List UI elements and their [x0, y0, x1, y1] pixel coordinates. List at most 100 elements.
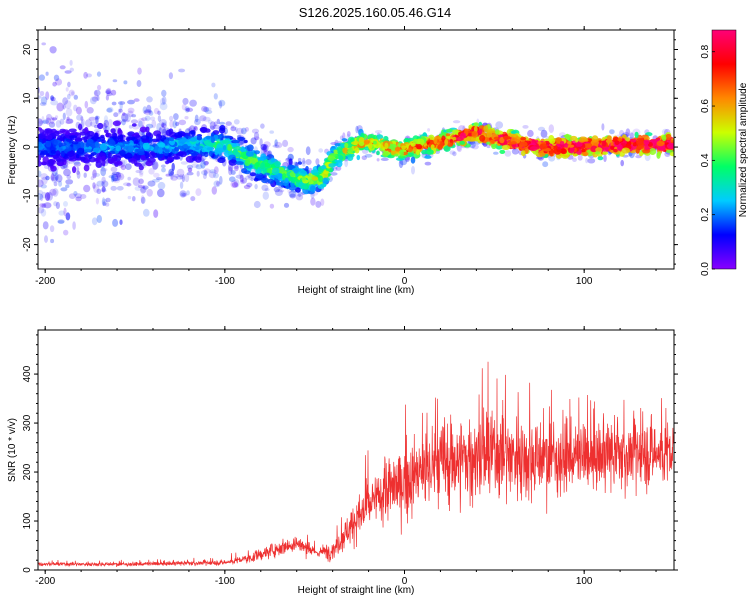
spectrogram-cell	[407, 152, 414, 157]
spectrogram-cell	[202, 173, 207, 180]
spectrogram-frame	[37, 29, 675, 270]
spectrogram-cell	[130, 119, 139, 124]
spectrogram-cell	[38, 190, 44, 195]
spectrogram-cell	[112, 178, 121, 184]
spectrogram-cell	[92, 182, 96, 189]
spectrogram-cell	[39, 102, 47, 107]
spectrogram-cell	[195, 145, 204, 149]
spectrogram-cell	[301, 176, 307, 182]
spectrogram-cell	[205, 109, 213, 114]
spectrogram-cell	[40, 208, 47, 217]
spectrogram-cell	[240, 179, 245, 185]
spectrogram-cell	[318, 148, 324, 153]
spectrogram-cell	[40, 150, 48, 156]
spectrogram-cell	[105, 197, 111, 203]
y-tick-label: -10	[22, 188, 33, 203]
spectrogram-cell	[181, 103, 187, 111]
spectrogram-cell	[443, 145, 451, 152]
spectrogram-cell	[133, 98, 140, 102]
spectrogram-cell	[609, 129, 615, 135]
spectrogram-cell	[581, 148, 586, 153]
spectrogram-cell	[79, 156, 86, 161]
spectrogram-cell	[78, 123, 83, 131]
spectrogram-cell	[209, 121, 216, 130]
spectrogram-cell	[372, 140, 377, 145]
spectrogram-cell	[218, 121, 226, 125]
spectrogram-cell	[45, 175, 50, 181]
spectrogram-cell	[138, 184, 143, 188]
spectrogram-cell	[232, 139, 239, 144]
spectrogram-cell	[43, 202, 52, 209]
spectrogram-cell	[104, 129, 109, 134]
spectrogram-cell	[97, 138, 102, 142]
spectrogram-cell	[578, 137, 586, 143]
spectrogram-cell	[134, 139, 139, 144]
spectrogram-x-label: Height of straight line (km)	[298, 285, 415, 296]
spectrogram-cell	[586, 143, 593, 148]
spectrogram-cell	[338, 155, 344, 161]
spectrogram-cell	[499, 149, 506, 154]
spectrogram-cell	[106, 108, 113, 113]
spectrogram-cell	[329, 172, 338, 176]
spectrogram-cell	[38, 206, 45, 214]
spectrogram-cell	[262, 145, 267, 153]
spectrogram-cell	[110, 185, 117, 191]
spectrogram-cell	[99, 143, 108, 151]
spectrogram-cell	[87, 139, 94, 144]
spectrogram-cell	[545, 136, 549, 140]
spectrogram-cell	[140, 196, 146, 204]
spectrogram-cell	[72, 221, 76, 230]
spectrogram-cell	[263, 163, 271, 167]
spectrogram-cell	[195, 156, 202, 163]
colorbar-tick-label: 0.2	[700, 207, 711, 221]
spectrogram-cell	[585, 157, 589, 164]
spectrogram-cell	[230, 170, 236, 175]
spectrogram-cell	[577, 154, 583, 161]
spectrogram-cell	[446, 128, 454, 133]
spectrogram-cell	[83, 164, 90, 172]
spectrogram-cell	[140, 195, 145, 204]
spectrogram-cell	[315, 158, 320, 166]
spectrogram-cell	[126, 182, 132, 187]
colorbar: 0.0 0.2 0.4 0.6 0.8 Normalized spectral ampl…	[700, 29, 749, 276]
spectrogram-cell	[237, 136, 246, 141]
spectrogram-cell	[93, 184, 100, 193]
spectrogram-cell	[261, 177, 269, 184]
spectrogram-cell	[139, 126, 147, 133]
spectrogram-cell	[243, 139, 248, 144]
spectrogram-cell	[118, 142, 123, 146]
spectrogram-cell	[622, 142, 626, 147]
spectrogram-cell	[103, 115, 109, 124]
spectrogram-cell	[233, 119, 240, 125]
spectrogram-cell	[349, 137, 355, 143]
spectrogram-cell	[59, 118, 65, 125]
spectrogram-cell	[348, 147, 354, 154]
spectrogram-cell	[66, 174, 72, 180]
spectrogram-cell	[95, 197, 99, 205]
spectrogram-cell	[65, 179, 74, 185]
spectrogram-cell	[128, 158, 137, 162]
spectrogram-cell	[145, 126, 150, 133]
spectrogram-y-ticks: -20 -10 0 10 20	[22, 29, 678, 265]
spectrogram-cell	[74, 193, 82, 199]
spectrogram-cell	[146, 96, 153, 103]
spectrogram-cell	[493, 151, 499, 155]
spectrogram-cell	[184, 173, 190, 183]
spectrogram-cell	[100, 167, 108, 172]
spectrogram-cell	[62, 229, 69, 236]
spectrogram-cell	[161, 167, 166, 173]
spectrogram-cell	[202, 116, 211, 122]
snr-y-label: SNR (10 * v/v)	[7, 418, 18, 482]
spectrogram-cell	[570, 147, 575, 152]
spectrogram-cell	[143, 110, 152, 115]
spectrogram-cell	[539, 143, 548, 150]
spectrogram-cell	[548, 124, 554, 133]
spectrogram-cell	[41, 191, 47, 199]
spectrogram-cell	[138, 165, 144, 171]
spectrogram-cell	[356, 154, 361, 161]
spectrogram-cell	[186, 190, 190, 196]
spectrogram-cell	[75, 106, 82, 115]
spectrogram-cell	[57, 161, 65, 167]
spectrogram-cell	[205, 107, 212, 111]
spectrogram-cell	[106, 106, 114, 113]
